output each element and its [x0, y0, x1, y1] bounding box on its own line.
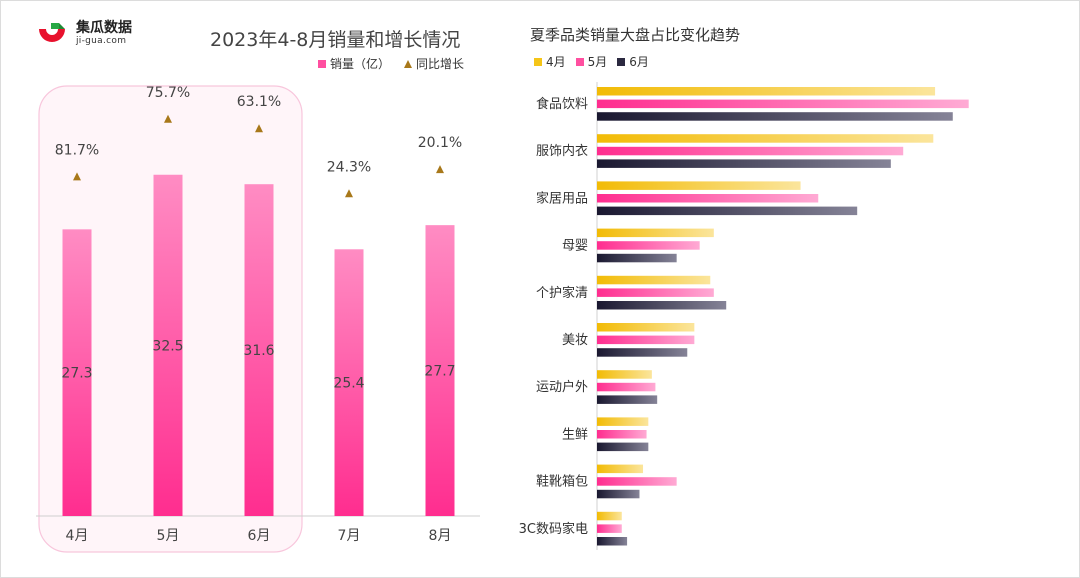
logo: 集瓜数据 ji-gua.com: [36, 20, 132, 47]
april-bar: [597, 275, 711, 285]
growth-legend-label: 同比增长: [416, 57, 465, 71]
june-bar: [597, 301, 727, 310]
may-bar: [597, 335, 695, 345]
april-bar: [597, 228, 714, 238]
june-legend-swatch: [617, 57, 626, 66]
growth-value-label: 63.1%: [237, 94, 281, 110]
sales-bar: [425, 225, 455, 516]
growth-triangle-marker: [255, 124, 263, 133]
june-legend-label: 6月: [629, 55, 649, 69]
sales-value-label: 31.6: [243, 343, 274, 359]
may-bar: [597, 194, 819, 203]
april-bar: [597, 464, 644, 474]
right-chart-title: 夏季品类销量大盘占比变化趋势: [530, 26, 741, 44]
category-label: 3C数码家电: [519, 521, 588, 537]
left-chart-title: 2023年4-8月销量和增长情况: [210, 29, 461, 51]
left-chart-legend: 销量（亿） 同比增长: [318, 55, 464, 72]
growth-value-label: 81.7%: [55, 142, 99, 158]
may-bar: [597, 241, 700, 250]
may-bar: [597, 146, 904, 156]
growth-triangle-marker: [164, 114, 172, 123]
june-bar: [597, 253, 677, 263]
may-bar: [597, 524, 622, 533]
x-tick-label: 5月: [157, 528, 180, 544]
x-tick-label: 8月: [429, 528, 452, 544]
sales-value-label: 25.4: [333, 376, 364, 392]
x-tick-label: 6月: [248, 528, 271, 544]
x-tick-label: 7月: [338, 528, 361, 544]
growth-value-label: 24.3%: [327, 159, 371, 175]
sales-legend-swatch: [318, 59, 326, 68]
sales-value-label: 27.7: [424, 364, 455, 380]
june-bar: [597, 489, 640, 499]
category-label: 生鲜: [562, 427, 588, 442]
growth-value-label: 75.7%: [146, 85, 190, 101]
sales-bar: [153, 174, 183, 516]
sales-bar: [244, 184, 274, 516]
june-bar: [597, 159, 891, 168]
june-bar: [597, 348, 688, 357]
logo-name: 集瓜数据: [76, 20, 132, 36]
april-bar: [597, 323, 695, 332]
april-bar: [597, 134, 934, 143]
may-bar: [597, 382, 656, 392]
june-bar: [597, 395, 658, 404]
april-bar: [597, 511, 622, 521]
june-bar: [597, 112, 953, 121]
growth-triangle-marker: [73, 172, 81, 181]
category-label: 食品饮料: [536, 96, 588, 112]
sales-bar: [334, 249, 364, 517]
sales-value-label: 27.3: [61, 366, 92, 382]
may-legend-label: 5月: [587, 55, 608, 69]
jigua-logo-icon: [39, 22, 65, 42]
april-legend-swatch: [534, 57, 542, 66]
june-bar: [597, 206, 858, 216]
category-label: 个护家清: [536, 285, 588, 301]
category-label: 母婴: [562, 239, 588, 254]
category-label: 家居用品: [536, 190, 588, 206]
june-bar: [597, 442, 649, 452]
may-legend-swatch: [575, 57, 584, 66]
may-bar: [597, 477, 677, 486]
april-bar: [597, 417, 649, 426]
april-legend-label: 4月: [546, 55, 566, 69]
logo-domain: ji-gua.com: [76, 36, 127, 46]
category-label: 运动户外: [536, 379, 588, 395]
growth-legend-triangle-icon: [404, 59, 413, 68]
growth-triangle-marker: [436, 165, 444, 174]
may-bar: [597, 288, 714, 297]
right-chart-legend: 4月 5月 6月: [534, 53, 649, 70]
x-tick-label: 4月: [66, 528, 89, 544]
april-bar: [597, 181, 801, 190]
sales-legend-label: 销量（亿）: [330, 57, 391, 71]
category-label: 鞋靴箱包: [536, 474, 588, 490]
sales-bar: [62, 229, 92, 516]
april-bar: [597, 370, 652, 379]
category-label: 服饰内衣: [536, 143, 588, 159]
growth-triangle-marker: [345, 189, 353, 198]
june-bar: [597, 537, 628, 546]
may-bar: [597, 99, 969, 109]
growth-value-label: 20.1%: [418, 135, 462, 151]
april-bar: [597, 87, 936, 96]
category-label: 美妆: [562, 333, 588, 348]
sales-value-label: 32.5: [152, 338, 183, 354]
may-bar: [597, 430, 647, 439]
